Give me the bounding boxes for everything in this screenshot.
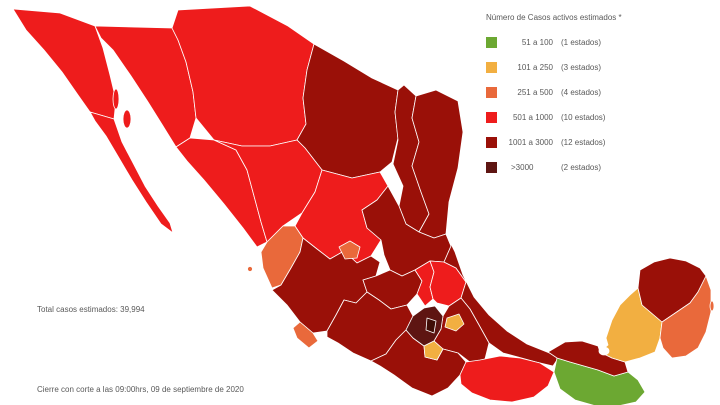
island-islas-marias (247, 266, 253, 272)
legend-swatch-maroon (486, 162, 497, 173)
island-angel-de-la-guarda (112, 88, 120, 110)
island-cozumel (709, 300, 715, 312)
laguna-de-terminos (598, 346, 610, 356)
legend-range: 501 a 1000 (512, 112, 553, 122)
legend-range: 1001 a 3000 (508, 137, 554, 147)
legend-row: >3000 (2 estados) (486, 155, 622, 180)
footer-note: Cierre con corte a las 09:00hrs, 09 de s… (37, 385, 244, 394)
legend-count: (4 estados) (561, 87, 602, 97)
legend-swatch-yellow (486, 62, 497, 73)
legend-range: 51 a 100 (521, 37, 553, 47)
state-tlaxcala (444, 313, 465, 332)
legend-row: 501 a 1000 (10 estados) (486, 105, 622, 130)
state-aguascalientes (338, 240, 361, 260)
state-morelos (423, 340, 444, 361)
state-oaxaca (459, 355, 555, 403)
state-baja-california (12, 8, 117, 120)
legend-swatch-orange (486, 87, 497, 98)
state-estado-de-mexico (405, 305, 444, 347)
legend: Número de Casos activos estimados * 51 a… (486, 13, 622, 180)
legend-count: (12 estados) (561, 137, 606, 147)
legend-swatch-dark-red (486, 137, 497, 148)
total-cases-label: Total casos estimados: 39,994 (37, 305, 145, 314)
legend-row: 101 a 250 (3 estados) (486, 55, 622, 80)
legend-range: 101 a 250 (517, 62, 553, 72)
legend-count: (2 estados) (561, 162, 602, 172)
state-colima (292, 321, 319, 349)
legend-range: >3000 (511, 162, 534, 172)
state-cdmx (425, 317, 437, 334)
legend-swatch-red (486, 112, 497, 123)
legend-row: 1001 a 3000 (12 estados) (486, 130, 622, 155)
legend-row: 51 a 100 (1 estados) (486, 30, 622, 55)
state-guerrero (370, 329, 467, 397)
states-group (12, 5, 715, 405)
legend-title: Número de Casos activos estimados * (486, 13, 622, 22)
island-tiburon (122, 109, 132, 129)
legend-count: (3 estados) (561, 62, 602, 72)
state-quintana-roo (659, 275, 712, 359)
legend-range: 251 a 500 (517, 87, 553, 97)
legend-count: (10 estados) (561, 112, 606, 122)
legend-row: 251 a 500 (4 estados) (486, 80, 622, 105)
state-tabasco (547, 340, 629, 377)
legend-swatch-green (486, 37, 497, 48)
state-baja-california-sur (89, 111, 174, 234)
legend-count: (1 estados) (561, 37, 602, 47)
state-guanajuato (362, 269, 423, 310)
